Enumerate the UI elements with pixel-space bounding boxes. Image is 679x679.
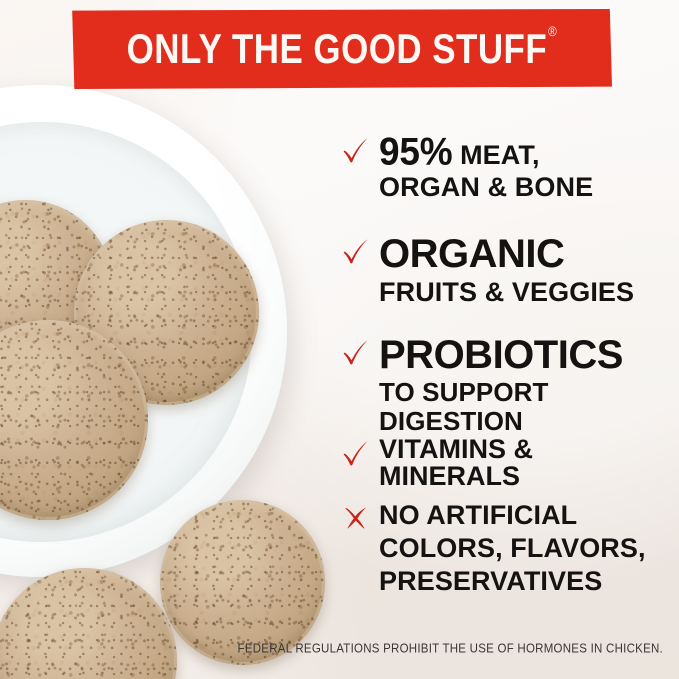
- claim-text: NO ARTIFICIAL COLORS, FLAVORS, PRESERVATIV…: [379, 500, 646, 597]
- food-patty: [0, 320, 148, 520]
- claim-emphasis: 95%: [379, 129, 453, 174]
- food-patty: [160, 500, 325, 665]
- food-photo: [0, 60, 340, 679]
- claim-item: VITAMINS & MINERALS: [341, 436, 679, 490]
- claim-line2-row: PRESERVATIVES: [379, 566, 603, 597]
- cross-icon: [341, 500, 371, 534]
- claim-item: ORGANIC FRUITS & VEGGIES: [341, 234, 634, 307]
- banner-title-text: ONLY THE GOOD STUFF: [126, 24, 547, 73]
- disclaimer-text: FEDERAL REGULATIONS PROHIBIT THE USE OF …: [237, 642, 663, 656]
- claim-rest: NO ARTIFICIAL: [379, 500, 578, 530]
- check-icon: [341, 335, 371, 369]
- claim-rest: MEAT,: [452, 140, 540, 170]
- claim-item: PROBIOTICS TO SUPPORT DIGESTION: [341, 335, 679, 436]
- banner-title: ONLY THE GOOD STUFF®: [126, 23, 557, 74]
- registered-trademark-icon: ®: [547, 23, 557, 40]
- claim-line2: COLORS, FLAVORS, PRESERVATIVES: [379, 533, 646, 596]
- food-patty: [0, 568, 177, 679]
- claim-line2: TO SUPPORT DIGESTION: [379, 377, 549, 437]
- claim-line2: ORGAN & BONE: [379, 172, 594, 203]
- claim-item: 95% MEAT, ORGAN & BONE: [341, 129, 594, 203]
- claim-text: 95% MEAT, ORGAN & BONE: [379, 129, 594, 203]
- claim-text: PROBIOTICS TO SUPPORT DIGESTION: [379, 335, 679, 436]
- headline-banner: ONLY THE GOOD STUFF®: [72, 9, 612, 89]
- claim-text: VITAMINS & MINERALS: [379, 436, 679, 490]
- claim-line2: FRUITS & VEGGIES: [379, 277, 635, 307]
- claim-text: ORGANIC FRUITS & VEGGIES: [379, 234, 634, 307]
- check-icon: [341, 133, 371, 167]
- check-icon: [341, 234, 371, 268]
- claim-line2-row: COLORS, FLAVORS,: [379, 533, 646, 564]
- claim-emphasis: PROBIOTICS: [379, 333, 623, 377]
- claim-emphasis: VITAMINS & MINERALS: [379, 434, 533, 491]
- check-icon: [341, 436, 371, 470]
- claim-emphasis: ORGANIC: [379, 232, 565, 276]
- claim-item: NO ARTIFICIAL COLORS, FLAVORS, PRESERVATIV…: [341, 500, 646, 597]
